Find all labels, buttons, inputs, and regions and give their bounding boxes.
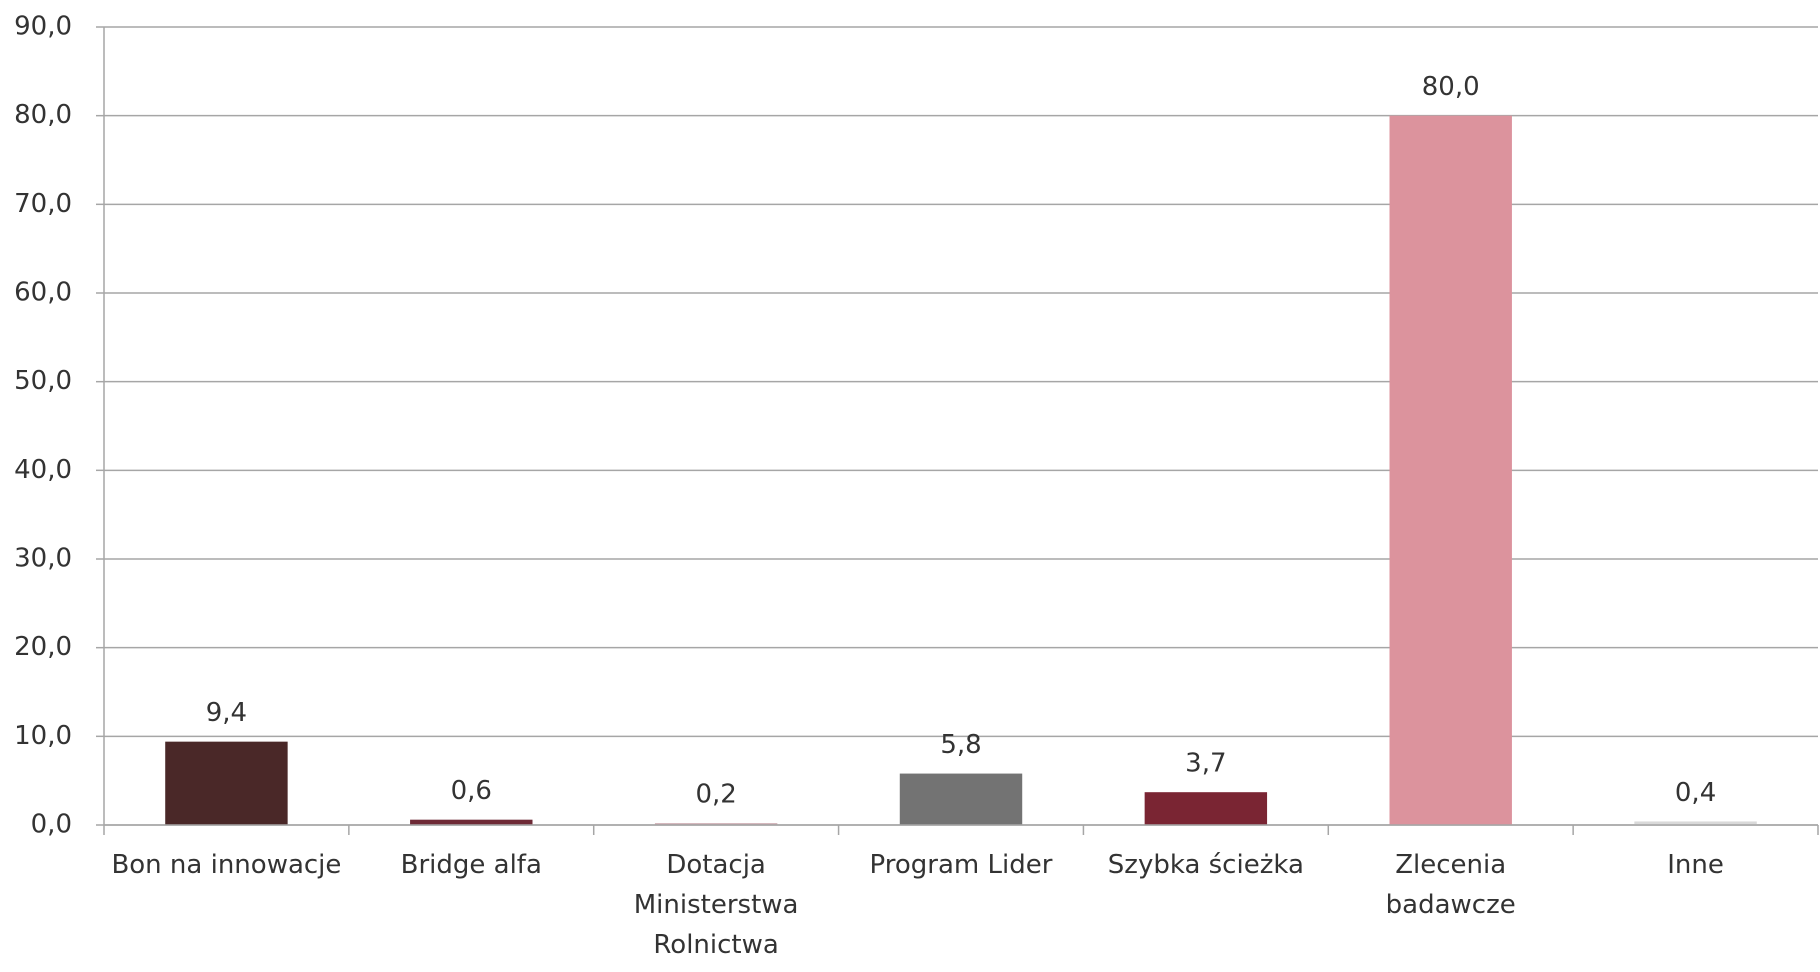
y-tick-label: 80,0 [14,100,72,130]
x-tick-group: Dotacja Ministerstwa Rolnictwa [633,850,799,960]
data-label: 5,8 [940,730,981,760]
x-tick-group: Program Lider [869,850,1053,880]
x-tick-group: Bridge alfa [400,850,542,880]
y-tick-label: 60,0 [14,278,72,308]
x-tick-group: Bon na innowacje [111,850,342,880]
x-tick-label: Bon na innowacje [111,850,342,880]
x-tick-label: Program Lider [869,850,1053,880]
bar [1634,821,1757,825]
data-label: 0,2 [695,780,736,810]
data-label: 9,4 [206,698,247,728]
y-tick-label: 40,0 [14,455,72,485]
bar [654,823,778,825]
x-tick-label: Inne [1667,850,1724,880]
data-label: 3,7 [1185,749,1226,779]
x-tick-group: Inne [1667,850,1724,880]
x-tick-group: Szybka ścieżka [1107,850,1304,880]
bar [1144,792,1268,825]
x-tick-label: Szybka ścieżka [1107,850,1304,880]
y-tick-label: 30,0 [14,544,72,574]
bar [1389,115,1512,825]
data-label: 0,4 [1675,778,1716,808]
bar [899,773,1023,825]
y-tick-label: 0,0 [31,810,72,840]
bar [410,819,533,825]
y-tick-label: 20,0 [14,632,72,662]
data-label: 0,6 [451,776,492,806]
x-tick-label: Zlecenia badawcze [1385,850,1516,920]
x-tick-group: Zlecenia badawcze [1385,850,1516,920]
bar [165,741,288,825]
x-tick-label: Dotacja Ministerstwa Rolnictwa [633,850,799,960]
y-tick-label: 90,0 [14,12,72,42]
data-label: 80,0 [1422,72,1480,102]
y-tick-label: 50,0 [14,366,72,396]
y-tick-label: 70,0 [14,189,72,219]
x-tick-label: Bridge alfa [400,850,542,880]
y-tick-label: 10,0 [14,721,72,751]
